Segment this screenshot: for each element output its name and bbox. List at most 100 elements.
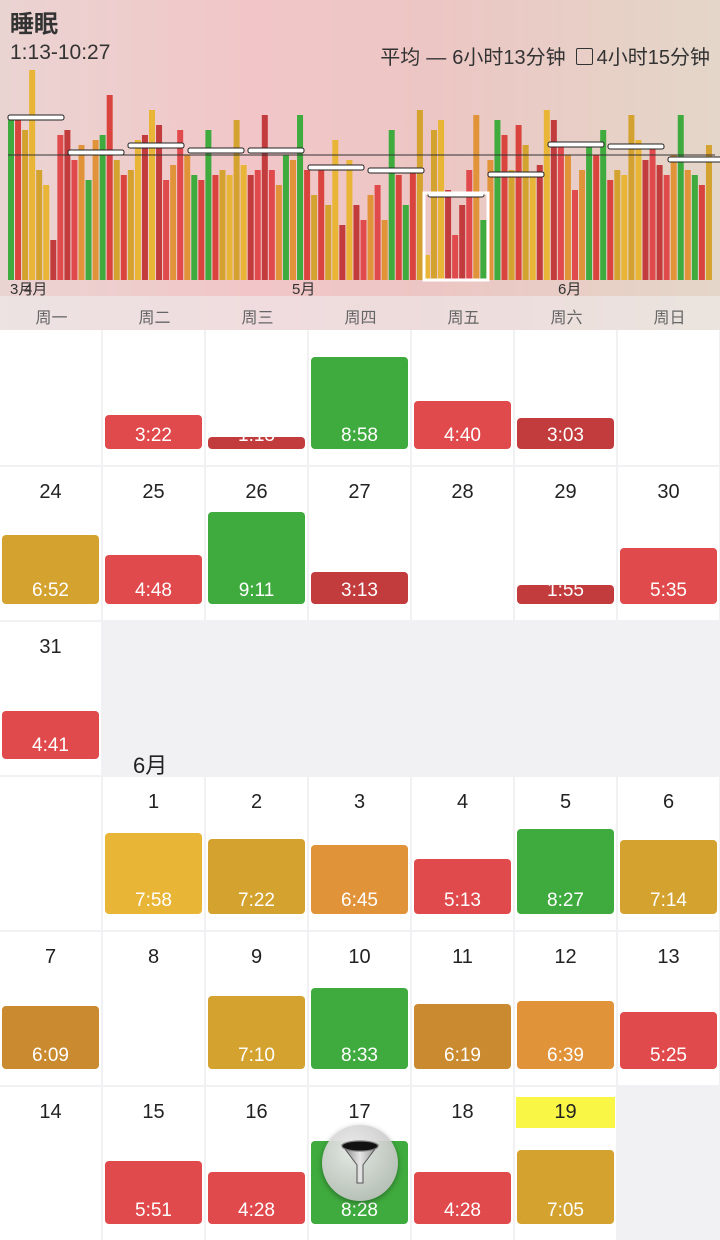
calendar-day[interactable]: 25 4:48 bbox=[103, 467, 204, 620]
chart-bar bbox=[78, 145, 85, 280]
month-heading-june: 6月 bbox=[133, 753, 168, 778]
chart-bar bbox=[198, 180, 205, 280]
calendar-day[interactable]: 11 6:19 bbox=[412, 932, 513, 1085]
average-line-legend: — bbox=[426, 47, 447, 69]
calendar-day[interactable]: 31 4:41 bbox=[0, 622, 101, 775]
chart-bar bbox=[367, 195, 374, 280]
chart-bar bbox=[311, 195, 318, 280]
sleep-duration-bar: 7:10 bbox=[208, 996, 305, 1069]
week-average-marker bbox=[547, 141, 605, 148]
sleep-duration-bar: 7:58 bbox=[105, 833, 202, 914]
calendar-day[interactable]: 15 5:51 bbox=[103, 1087, 204, 1240]
selected-week-highlight[interactable] bbox=[422, 191, 490, 282]
sleep-duration-bar: 8:27 bbox=[517, 829, 614, 914]
calendar-day[interactable]: 18 4:28 bbox=[412, 1087, 513, 1240]
day-number: 27 bbox=[348, 481, 371, 503]
chart-bar bbox=[212, 175, 219, 280]
calendar-day[interactable]: 1 7:58 bbox=[103, 777, 204, 930]
sleep-duration-bar: 5:25 bbox=[620, 1012, 717, 1069]
day-number: 3 bbox=[353, 791, 366, 813]
chart-bar bbox=[529, 175, 536, 280]
chart-bar bbox=[29, 70, 36, 280]
today-day-number: 19 bbox=[516, 1097, 615, 1128]
sleep-duration-bar: 6:39 bbox=[517, 1001, 614, 1069]
chart-bar bbox=[684, 170, 691, 280]
chart-bar bbox=[431, 130, 437, 280]
calendar-day[interactable]: 8 bbox=[103, 932, 204, 1085]
week-average-marker bbox=[487, 171, 545, 178]
week-average-marker bbox=[307, 164, 365, 171]
chart-bar bbox=[36, 170, 43, 280]
chart-bar bbox=[282, 155, 289, 280]
chart-bar bbox=[438, 120, 445, 280]
calendar-day[interactable]: 29 1:55 bbox=[515, 467, 616, 620]
calendar-day[interactable]: 6 7:14 bbox=[618, 777, 719, 930]
month-label-may: 5月 bbox=[292, 281, 316, 298]
calendar-day[interactable]: 4 5:13 bbox=[412, 777, 513, 930]
average-label: 平均 bbox=[380, 47, 421, 69]
sleep-duration-bar: 5:13 bbox=[414, 859, 511, 914]
calendar-day[interactable]: 30 5:35 bbox=[618, 467, 719, 620]
calendar-day[interactable]: 7 6:09 bbox=[0, 932, 101, 1085]
week-average-marker bbox=[67, 149, 125, 156]
chart-bar bbox=[22, 130, 29, 280]
chart-bar bbox=[120, 175, 127, 280]
day-number: 11 bbox=[452, 946, 473, 968]
chart-bar bbox=[416, 110, 423, 280]
chart-bar bbox=[522, 145, 529, 280]
month-label-march: 3月 bbox=[10, 281, 34, 298]
day-number: 14 bbox=[39, 1101, 62, 1123]
chart-bar bbox=[353, 205, 360, 280]
calendar-day[interactable]: 16 4:28 bbox=[206, 1087, 307, 1240]
chart-bar bbox=[92, 140, 99, 280]
calendar-day[interactable]: 2 7:22 bbox=[206, 777, 307, 930]
chart-bar bbox=[705, 145, 712, 280]
sleep-duration-bar: 9:11 bbox=[208, 512, 305, 604]
calendar-day[interactable]: 10 8:33 bbox=[309, 932, 410, 1085]
sleep-bar-chart[interactable] bbox=[0, 60, 720, 285]
chart-bar bbox=[134, 140, 141, 280]
calendar-day[interactable]: 13 5:25 bbox=[618, 932, 719, 1085]
calendar-day[interactable]: 12 6:39 bbox=[515, 932, 616, 1085]
sleep-duration-bar: 6:19 bbox=[414, 1004, 511, 1069]
calendar-day[interactable]: 26 9:11 bbox=[206, 467, 307, 620]
chart-bar bbox=[395, 175, 402, 280]
weekday-label: 周四 bbox=[344, 310, 377, 327]
chart-bar bbox=[536, 165, 543, 280]
calendar-day[interactable]: 28 bbox=[412, 467, 513, 620]
calendar-day[interactable]: 27 3:13 bbox=[309, 467, 410, 620]
chart-bar bbox=[177, 130, 184, 280]
day-number: 9 bbox=[250, 946, 263, 968]
sleep-duration-bar: 4:48 bbox=[105, 555, 202, 604]
chart-bar bbox=[543, 110, 550, 280]
calendar-day[interactable]: 19 7:05 bbox=[515, 1087, 616, 1240]
funnel-icon bbox=[341, 1140, 379, 1184]
sleep-duration-bar: 4:28 bbox=[208, 1172, 305, 1224]
calendar-day[interactable]: 9 7:10 bbox=[206, 932, 307, 1085]
calendar-day[interactable]: 183:22 bbox=[103, 297, 204, 465]
calendar-day[interactable]: 3 6:45 bbox=[309, 777, 410, 930]
chart-bar bbox=[698, 185, 705, 280]
filter-button[interactable] bbox=[322, 1125, 398, 1201]
sleep-duration-bar: 5:35 bbox=[620, 548, 717, 604]
chart-bar bbox=[184, 155, 191, 280]
weekday-label: 周六 bbox=[550, 310, 583, 327]
chart-bar bbox=[402, 205, 409, 280]
calendar-day[interactable]: 14 bbox=[0, 1087, 101, 1240]
calendar-day[interactable] bbox=[0, 777, 101, 930]
weekday-label: 周一 bbox=[35, 310, 68, 327]
chart-bar bbox=[466, 170, 473, 280]
chart-bar bbox=[163, 180, 170, 280]
chart-bar bbox=[290, 160, 296, 280]
chart-bar bbox=[219, 170, 226, 280]
weekday-label: 周二 bbox=[138, 310, 171, 327]
checkbox-icon[interactable] bbox=[575, 48, 593, 65]
chart-bar bbox=[600, 130, 607, 280]
chart-bar bbox=[127, 170, 134, 280]
day-number: 10 bbox=[348, 946, 371, 968]
calendar-day[interactable]: 5 8:27 bbox=[515, 777, 616, 930]
chart-bar bbox=[635, 140, 642, 280]
chart-bar bbox=[564, 155, 571, 280]
chart-bar bbox=[607, 180, 614, 280]
calendar-day[interactable]: 24 6:52 bbox=[0, 467, 101, 620]
